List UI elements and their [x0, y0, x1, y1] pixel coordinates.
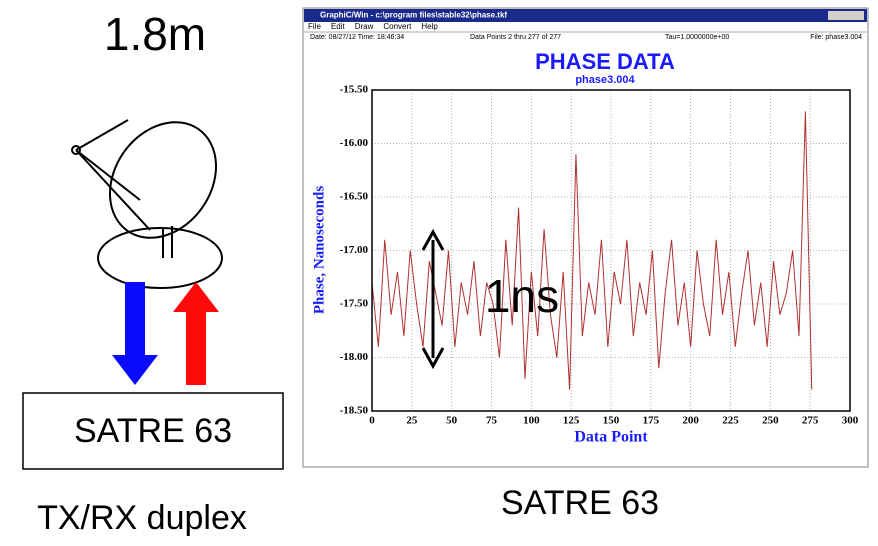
box-label: SATRE 63: [74, 412, 232, 450]
y-tick-label: -16.00: [340, 137, 369, 149]
y-tick-label: -18.00: [340, 351, 369, 363]
menu-item[interactable]: Edit: [331, 22, 346, 31]
x-tick-label: 0: [369, 415, 375, 427]
x-tick-label: 50: [446, 415, 458, 427]
data-line: [371, 111, 813, 390]
y-tick-label: -15.50: [340, 84, 369, 96]
x-axis-label: Data Point: [574, 429, 648, 446]
x-tick-label: 150: [603, 415, 620, 427]
x-tick-label: 225: [722, 415, 739, 427]
x-tick-label: 250: [762, 415, 779, 427]
x-tick-label: 25: [406, 415, 418, 427]
menu-item[interactable]: Help: [421, 22, 438, 31]
modem-box: [22, 392, 284, 470]
span-arrow: [421, 228, 445, 370]
title-bar: [304, 9, 867, 22]
info-file: File: phase3.004: [810, 34, 862, 41]
dish-icon: [71, 119, 223, 289]
x-tick-label: 75: [486, 415, 498, 427]
dish-size: 1.8m: [104, 8, 206, 60]
info-tau: Tau=1.0000000e+00: [665, 34, 729, 41]
y-tick-label: -17.00: [340, 244, 369, 256]
caption-left: TX/RX duplex: [37, 499, 247, 537]
rx-arrow: [173, 282, 219, 385]
y-tick-label: -18.50: [340, 405, 369, 417]
annotation: 1ns: [485, 270, 559, 322]
x-tick-label: 200: [682, 415, 699, 427]
menu-item[interactable]: Draw: [355, 22, 374, 31]
x-tick-label: 100: [523, 415, 540, 427]
window-title: GraphiC/Win - c:\program files\stable32\…: [320, 11, 507, 20]
menu-item[interactable]: Convert: [383, 22, 412, 31]
y-axis-label: Phase, Nanoseconds: [311, 186, 327, 315]
info-points: Data Points 2 thru 277 of 277: [470, 34, 561, 41]
x-tick-label: 175: [643, 415, 660, 427]
y-tick-label: -17.50: [340, 298, 369, 310]
menu-item[interactable]: File: [308, 22, 321, 31]
caption-right: SATRE 63: [501, 484, 659, 522]
chart-subtitle: phase3.004: [575, 74, 635, 86]
y-tick-label: -16.50: [340, 191, 369, 203]
x-tick-label: 275: [802, 415, 819, 427]
tx-arrow: [112, 282, 158, 385]
window: [302, 7, 869, 468]
plot-frame: [371, 89, 851, 412]
window-controls[interactable]: [828, 11, 864, 20]
x-tick-label: 300: [842, 415, 859, 427]
info-date: Date: 08/27/12 Time: 18:46:34: [310, 34, 404, 41]
chart-title: PHASE DATA: [535, 49, 675, 74]
x-tick-label: 125: [563, 415, 580, 427]
